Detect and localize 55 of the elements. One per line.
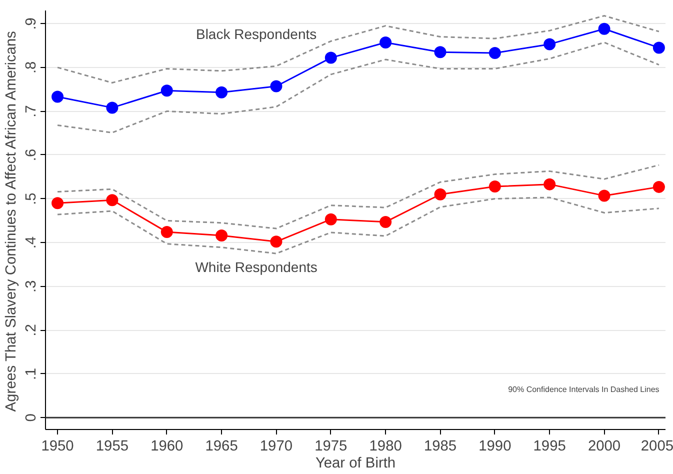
y-tick-label: .9	[24, 18, 40, 30]
point	[380, 36, 392, 48]
point	[106, 194, 118, 206]
point	[160, 84, 173, 97]
x-tick-label: 2000	[588, 438, 621, 454]
point	[598, 22, 610, 35]
y-tick-label: .7	[24, 105, 40, 118]
y-tick-label: .5	[24, 192, 40, 205]
point	[488, 46, 501, 59]
point	[216, 86, 228, 98]
y-tick-label: .8	[24, 61, 40, 74]
series-label: Black Respondents	[196, 26, 317, 42]
point	[52, 197, 64, 210]
y-axis-title: Agrees That Slavery Continues to Affect African Americans	[4, 30, 20, 412]
x-tick-label: 1950	[41, 438, 74, 454]
x-axis-title: Year of Birth	[315, 456, 396, 472]
point	[324, 52, 337, 64]
x-tick-label: 1975	[314, 438, 348, 454]
series-label: White Respondents	[195, 258, 318, 275]
point	[598, 190, 610, 202]
y-tick-label: .4	[24, 236, 40, 249]
x-tick-label: 2005	[640, 438, 673, 454]
point	[380, 216, 392, 228]
line-series	[56, 196, 660, 254]
point	[434, 46, 446, 58]
point	[652, 42, 665, 54]
point	[652, 180, 665, 193]
x-tick-label: 1990	[478, 438, 512, 454]
x-tick-label: 1965	[205, 438, 238, 454]
x-tick-label: 1955	[96, 438, 129, 454]
x-tick-label: 1985	[424, 438, 457, 454]
y-tick-label: 0	[24, 414, 40, 422]
y-tick-label: .6	[24, 148, 40, 162]
point	[488, 180, 501, 192]
point	[434, 188, 446, 200]
point	[324, 213, 337, 226]
point	[270, 80, 282, 92]
x-tick-label: 1980	[369, 438, 402, 454]
y-tick-label: .2	[24, 324, 40, 336]
point	[544, 178, 556, 190]
point	[216, 230, 228, 242]
line-series	[56, 15, 660, 84]
x-tick-label: 1970	[260, 438, 293, 454]
line-series	[56, 164, 660, 230]
point	[160, 226, 173, 238]
point	[106, 102, 118, 114]
x-tick-label: 1960	[150, 438, 184, 454]
line-series	[56, 42, 660, 134]
x-tick-label: 1995	[533, 438, 566, 454]
point	[544, 38, 556, 50]
y-tick-label: .1	[24, 368, 40, 380]
point	[270, 236, 282, 248]
point	[52, 90, 64, 103]
y-tick-label: .3	[24, 280, 40, 292]
annotation: 90% Confidence Intervals In Dashed Lines	[508, 384, 660, 394]
